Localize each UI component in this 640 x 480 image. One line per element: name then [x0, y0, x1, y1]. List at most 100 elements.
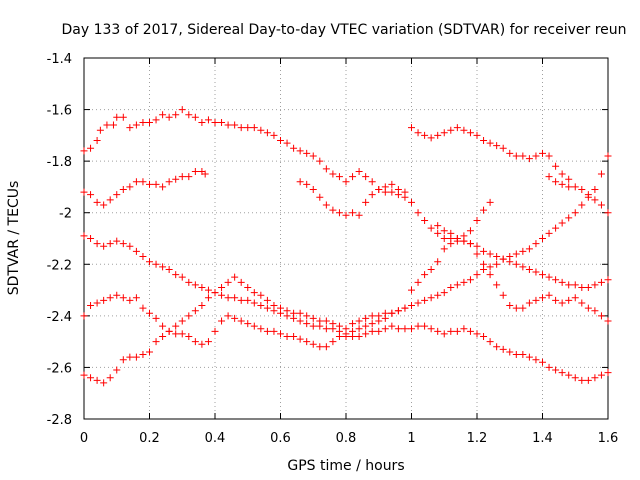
data-point: [525, 299, 533, 307]
data-point: [388, 322, 396, 330]
data-point: [277, 137, 284, 145]
data-point: [113, 291, 121, 299]
data-point: [93, 240, 101, 248]
data-point: [119, 356, 127, 364]
data-point: [250, 299, 258, 307]
data-point: [545, 273, 553, 281]
data-point: [132, 294, 140, 302]
data-point: [250, 289, 258, 297]
data-point: [597, 312, 605, 320]
data-point: [270, 327, 278, 335]
data-point: [466, 227, 474, 235]
data-point: [80, 371, 88, 379]
data-point: [132, 121, 140, 129]
data-point: [427, 265, 435, 273]
data-point: [394, 325, 402, 333]
data-point: [565, 175, 573, 183]
data-point: [87, 374, 95, 382]
data-point: [394, 307, 402, 315]
x-axis-title: GPS time / hours: [287, 458, 404, 474]
data-point: [486, 338, 494, 346]
data-point: [525, 245, 533, 253]
data-point: [362, 198, 370, 206]
data-point: [204, 116, 212, 124]
data-point: [231, 273, 239, 281]
data-point: [473, 271, 481, 279]
data-point: [401, 304, 409, 312]
data-point: [434, 222, 442, 230]
data-point: [80, 312, 88, 320]
data-point: [309, 314, 317, 322]
data-point: [447, 283, 455, 291]
x-tick-label: 1.4: [532, 431, 553, 446]
data-point: [512, 351, 520, 359]
data-point: [172, 330, 180, 338]
data-point: [525, 265, 533, 273]
data-point: [270, 131, 278, 139]
data-point: [185, 111, 193, 119]
data-point: [204, 338, 212, 346]
data-point: [349, 327, 357, 335]
data-point: [335, 332, 343, 340]
data-point: [296, 178, 304, 186]
data-point: [198, 302, 206, 310]
data-point: [93, 376, 101, 384]
data-point: [414, 129, 422, 137]
data-point: [132, 178, 140, 186]
data-point: [329, 338, 337, 346]
data-point: [486, 263, 494, 271]
y-tick-label: -2.8: [47, 413, 72, 428]
data-point: [185, 278, 193, 286]
data-point: [191, 167, 199, 175]
data-point: [185, 173, 193, 181]
data-point: [434, 229, 442, 237]
data-point: [159, 183, 167, 191]
data-point: [440, 235, 448, 242]
data-point: [126, 296, 134, 304]
data-point: [146, 348, 153, 356]
data-point: [434, 327, 442, 335]
data-point: [355, 167, 363, 175]
data-point: [126, 183, 134, 191]
data-point: [453, 281, 461, 289]
data-point: [126, 353, 134, 361]
data-point: [277, 330, 284, 338]
data-point: [165, 178, 173, 186]
data-point: [447, 126, 455, 134]
data-point: [335, 173, 343, 181]
data-point: [309, 152, 317, 160]
data-point: [309, 322, 317, 330]
data-point: [427, 134, 435, 142]
data-point: [486, 198, 494, 206]
data-point: [355, 317, 363, 325]
data-point: [368, 327, 376, 335]
data-point: [368, 191, 376, 199]
data-point: [591, 374, 599, 382]
data-point: [421, 296, 429, 304]
data-point: [113, 237, 121, 245]
data-point: [349, 209, 357, 217]
data-point: [80, 188, 88, 196]
data-point: [329, 320, 337, 328]
data-point: [342, 211, 350, 219]
y-tick-label: -2.2: [47, 258, 72, 273]
data-point: [453, 327, 461, 335]
data-point: [552, 178, 560, 186]
data-point: [368, 312, 376, 320]
series-track-e: [80, 273, 409, 387]
data-point: [93, 299, 101, 307]
data-point: [119, 294, 127, 302]
data-point: [231, 121, 239, 129]
x-tick-label: 0.2: [139, 431, 160, 446]
data-point: [283, 139, 291, 147]
data-point: [152, 260, 160, 268]
data-point: [119, 240, 127, 248]
data-point: [211, 118, 219, 126]
data-point: [597, 278, 605, 286]
data-point: [506, 302, 514, 310]
data-point: [322, 201, 330, 209]
data-point: [545, 229, 553, 237]
data-point: [237, 278, 245, 286]
data-point: [178, 330, 186, 338]
